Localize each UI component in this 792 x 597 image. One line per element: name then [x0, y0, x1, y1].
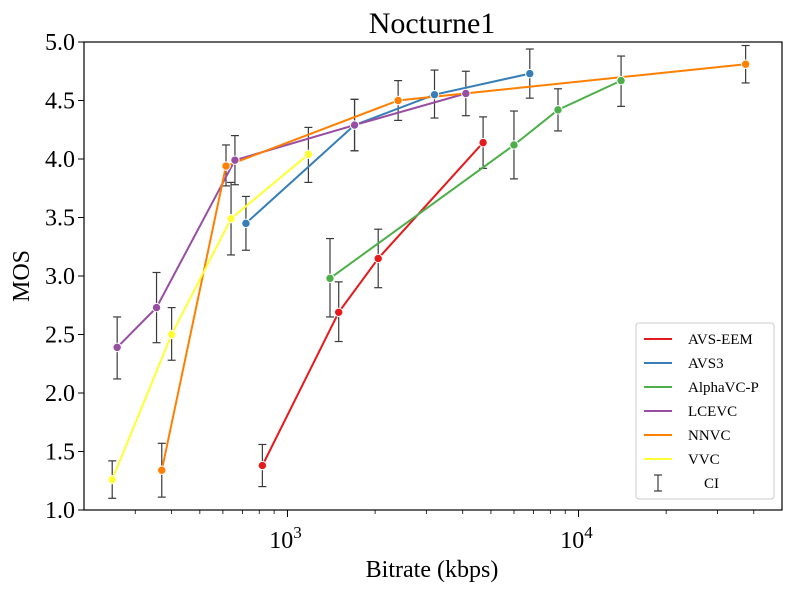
y-tick-label: 3.0	[45, 264, 75, 290]
x-axis-label: Bitrate (kbps)	[366, 557, 499, 583]
data-point-lcevc	[112, 342, 122, 353]
y-tick-label: 2.5	[45, 323, 75, 349]
legend-label: NNVC	[688, 428, 731, 444]
data-point-lcevc	[230, 155, 240, 165]
y-tick-label: 2.0	[45, 381, 75, 407]
data-point-nnvc	[740, 59, 751, 69]
legend-label: AVS-EEM	[688, 332, 753, 348]
plot-area: 1.0 1.5 2.0 2.5 3.0 3.5 4.0 4.5 5.0 103 104	[45, 30, 783, 554]
series-line-nnvc	[160, 63, 746, 471]
series-line-vvc	[111, 153, 310, 480]
data-point-avs3	[429, 89, 440, 100]
data-point-alphavc-p	[509, 140, 519, 150]
y-tick-label: 1.0	[45, 498, 75, 524]
legend-label: LCEVC	[688, 404, 737, 420]
data-point-avs-eem	[257, 460, 268, 471]
y-tick-label: 4.0	[45, 147, 75, 173]
data-point-nnvc	[157, 465, 167, 475]
data-point-vvc	[166, 329, 177, 340]
y-axis-label: MOS	[9, 250, 35, 302]
series-line-avs3	[245, 72, 531, 225]
data-point-vvc	[303, 149, 314, 160]
data-point-lcevc	[151, 302, 162, 313]
data-point-avs-eem	[334, 307, 344, 317]
data-point-avs3	[241, 218, 251, 229]
data-point-lcevc	[461, 88, 471, 99]
legend-label-ci: CI	[704, 476, 719, 492]
data-point-avs-eem	[373, 253, 383, 264]
data-point-avs-eem	[478, 137, 488, 148]
data-point-alphavc-p	[325, 273, 335, 284]
legend-box	[635, 322, 775, 500]
data-point-nnvc	[221, 161, 231, 171]
data-point-vvc	[107, 474, 117, 485]
y-tick-label: 1.5	[45, 440, 75, 466]
series-line-avs-eem	[261, 141, 484, 466]
y-tick-label: 3.5	[45, 206, 75, 232]
data-point-alphavc-p	[553, 105, 563, 115]
axes-frame	[83, 41, 783, 511]
series-line-alphavc-p	[329, 79, 622, 280]
x-tick-label: 104	[560, 523, 593, 554]
legend: AVS-EEM AVS3 AlphaVC-P LCEVC NNVC VVC CI	[635, 322, 775, 500]
legend-label: VVC	[688, 452, 720, 468]
data-point-avs3	[525, 68, 535, 79]
y-tick-label: 5.0	[45, 30, 75, 56]
data-point-vvc	[226, 213, 236, 224]
data-point-nnvc	[393, 95, 403, 106]
data-point-alphavc-p	[616, 75, 626, 86]
data-point-lcevc	[349, 120, 360, 130]
y-tick-label: 4.5	[45, 89, 75, 115]
chart-title: Nocturne1	[369, 7, 496, 40]
x-tick-label: 103	[269, 523, 302, 554]
legend-label: AlphaVC-P	[688, 380, 759, 396]
legend-label: AVS3	[688, 356, 724, 372]
